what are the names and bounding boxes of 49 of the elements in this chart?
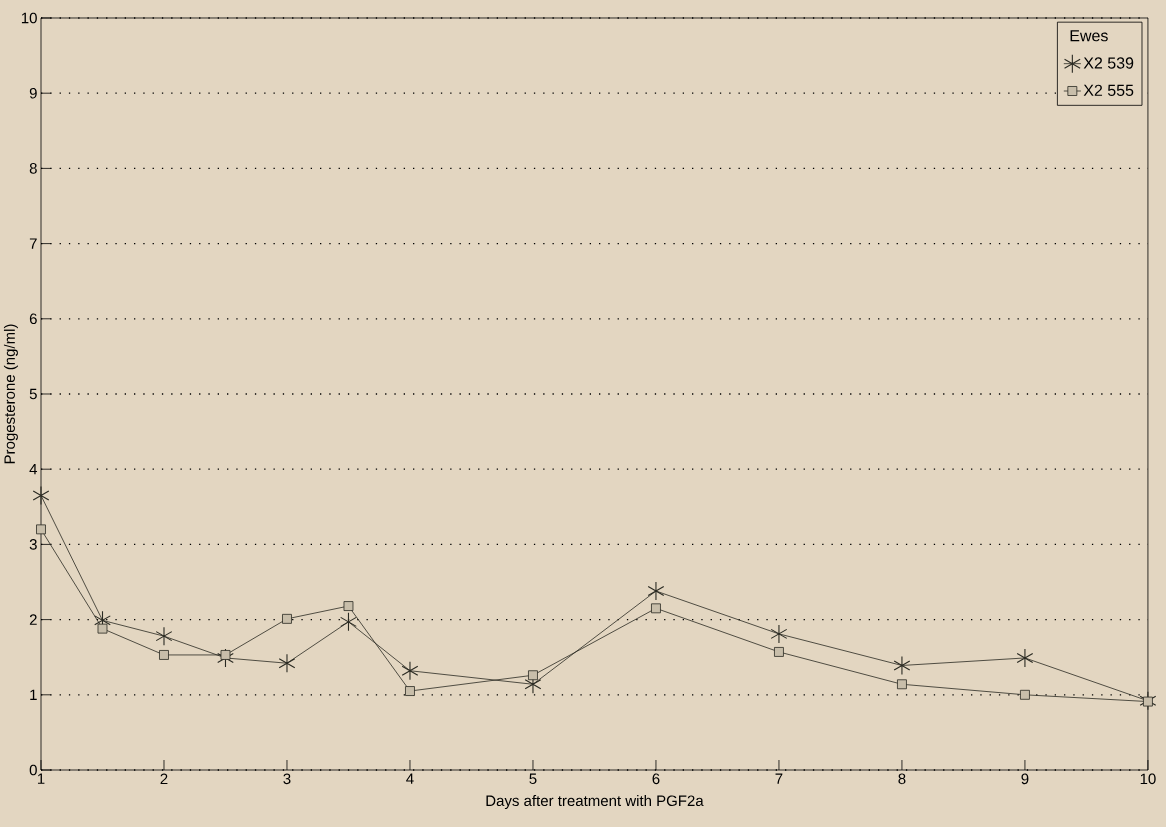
- point: [770, 624, 788, 644]
- point: [278, 653, 296, 673]
- point: [343, 601, 354, 611]
- y-tick-label: 7: [29, 238, 37, 249]
- point: [159, 650, 169, 660]
- y-tick-label: 5: [29, 388, 37, 400]
- x-tick-label: 4: [406, 773, 414, 784]
- x-tick-label: 2: [160, 773, 168, 785]
- point: [97, 623, 108, 634]
- y-tick-label: 0: [29, 764, 37, 776]
- y-tick-label: 2: [29, 614, 37, 625]
- y-tick-label: 3: [29, 539, 37, 550]
- y-tick-label: 9: [29, 87, 37, 99]
- y-axis-title: Progesterone (ng/ml): [3, 324, 18, 464]
- x-tick-label: 1: [37, 773, 45, 784]
- point: [647, 581, 665, 601]
- point: [651, 603, 661, 614]
- legend-label: X2 539: [1083, 57, 1134, 69]
- point: [893, 655, 911, 676]
- point: [528, 670, 538, 681]
- y-tick-label: 6: [29, 313, 37, 325]
- y-tick-label: 4: [29, 464, 38, 475]
- point: [340, 612, 357, 632]
- legend-title: Ewes: [1070, 30, 1108, 42]
- x-axis-title: Days after treatment with PGF2a: [486, 795, 704, 809]
- y-tick-label: 1: [30, 689, 37, 700]
- x-tick-label: 10: [1140, 773, 1156, 785]
- point: [220, 650, 231, 660]
- point: [1143, 696, 1153, 707]
- point: [1020, 689, 1030, 700]
- x-tick-label: 6: [652, 773, 660, 785]
- point: [1016, 648, 1034, 668]
- legend-label: X2 555: [1083, 84, 1134, 96]
- point: [155, 626, 173, 646]
- x-tick-label: 3: [283, 773, 291, 785]
- point: [774, 647, 784, 657]
- y-tick-label: 8: [29, 163, 37, 174]
- x-tick-label: 8: [898, 773, 906, 785]
- x-tick-label: 5: [529, 773, 537, 784]
- y-tick-label: 10: [21, 12, 37, 24]
- point: [217, 648, 234, 668]
- point: [897, 679, 907, 690]
- x-tick-label: 9: [1021, 773, 1029, 785]
- point: [36, 524, 46, 535]
- point: [32, 485, 50, 506]
- point: [401, 661, 419, 681]
- x-tick-label: 7: [775, 773, 783, 784]
- point: [282, 613, 292, 624]
- point: [405, 686, 415, 696]
